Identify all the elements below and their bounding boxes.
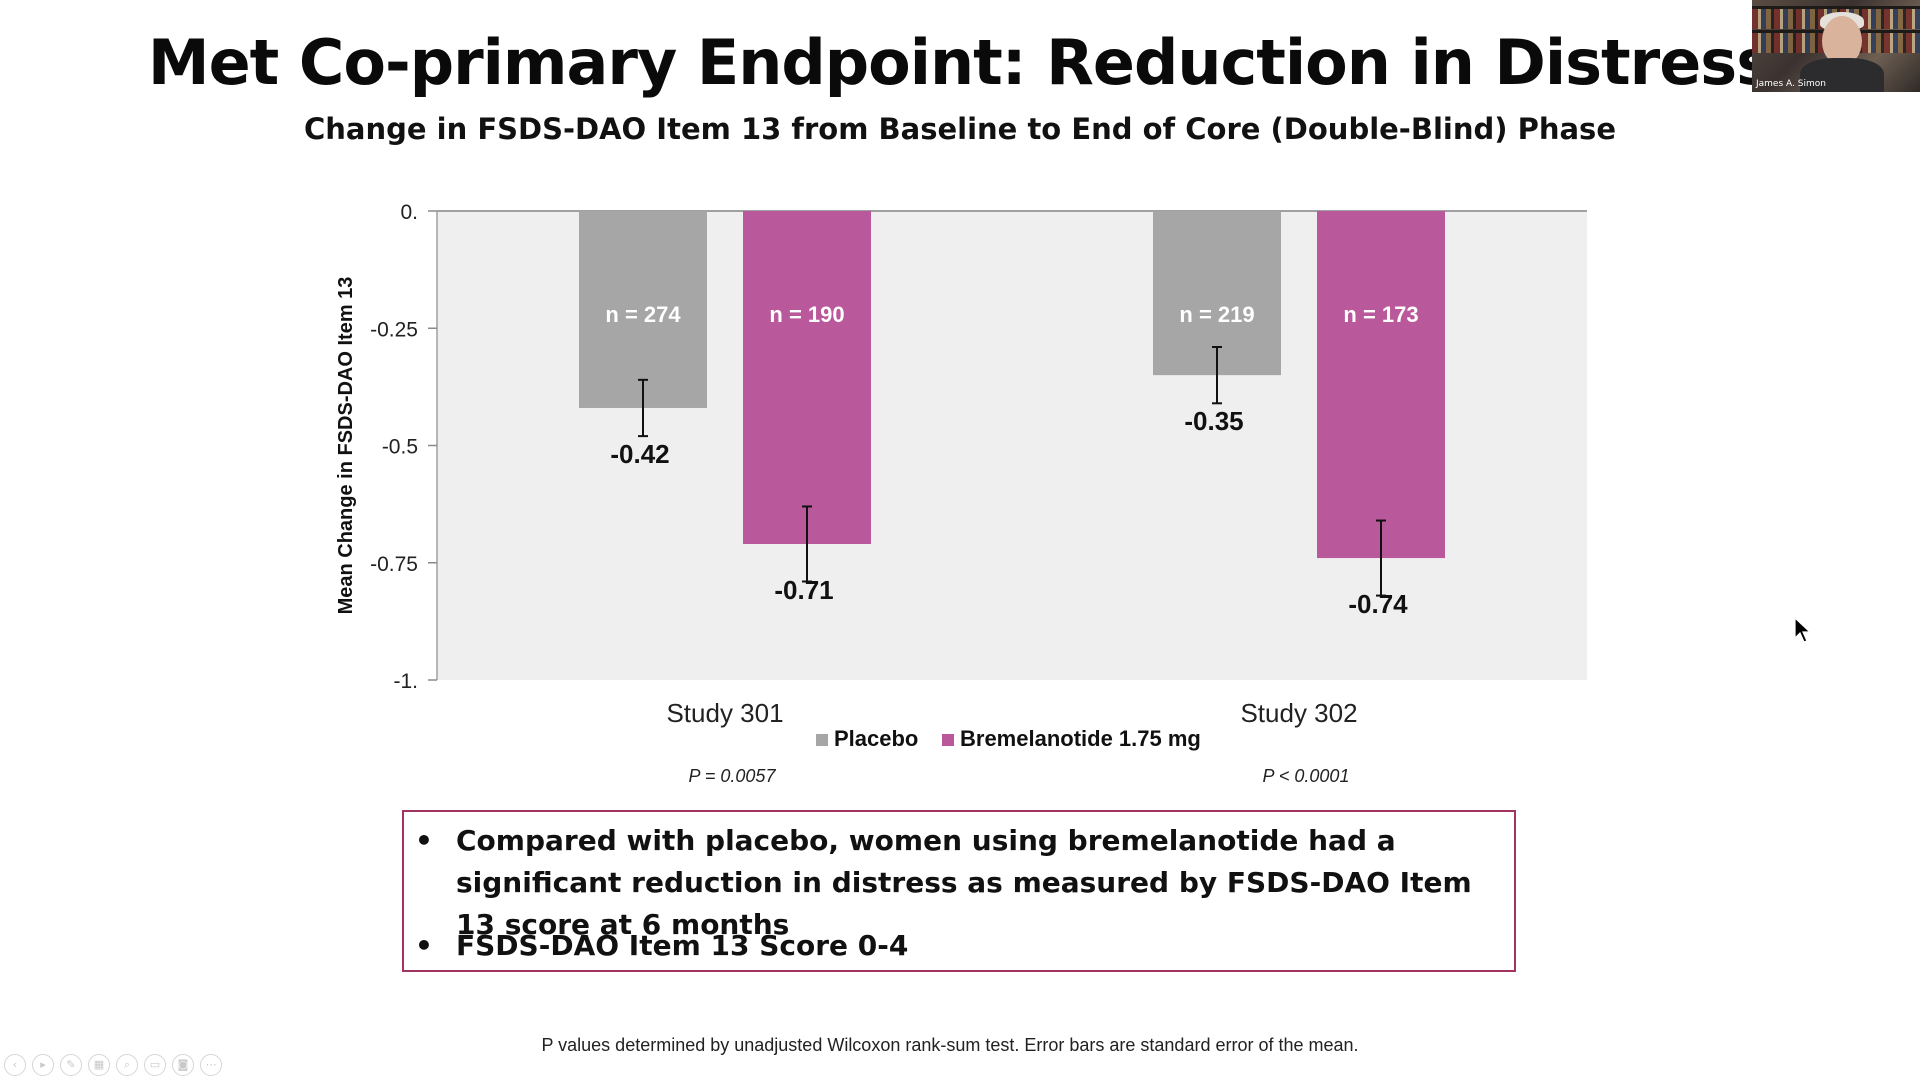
y-axis-title: Mean Change in FSDS-DAO Item 13 [335, 277, 357, 615]
callout-box: • Compared with placebo, women using bre… [402, 810, 1516, 972]
presenter-face [1822, 16, 1862, 66]
p-value-label: P < 0.0001 [1263, 766, 1350, 786]
presentation-toolbar: ‹ ▸ ✎ ▦ ⌕ ▭ ◙ ⋯ [4, 1054, 222, 1076]
slide-title: Met Co-primary Endpoint: Reduction in Di… [147, 26, 1773, 99]
y-tick-label: -1. [393, 670, 418, 693]
bar [1317, 211, 1445, 559]
callout-text: FSDS-DAO Item 13 Score 0-4 [456, 929, 909, 962]
y-tick-label: 0. [400, 201, 418, 224]
bullet-glyph: • [415, 929, 433, 962]
bar [579, 211, 707, 408]
bar-value-label: -0.74 [1348, 589, 1408, 619]
bullet-glyph: • [415, 824, 433, 857]
previous-icon[interactable]: ‹ [4, 1054, 26, 1076]
webcam-name-label: James A. Simon [1756, 79, 1826, 89]
callout-text: Compared with placebo, women using breme… [456, 824, 1472, 941]
zoom-icon[interactable]: ⌕ [116, 1054, 138, 1076]
bar-n-label: n = 219 [1179, 302, 1254, 327]
pen-icon[interactable]: ✎ [60, 1054, 82, 1076]
bar-n-label: n = 173 [1343, 302, 1418, 327]
bar-value-label: -0.35 [1184, 406, 1243, 436]
slide-subtitle: Change in FSDS-DAO Item 13 from Baseline… [304, 112, 1616, 146]
subtitles-icon[interactable]: ▭ [144, 1054, 166, 1076]
footnote: P values determined by unadjusted Wilcox… [541, 1035, 1359, 1055]
bar-value-label: -0.71 [774, 575, 833, 605]
legend-swatch [942, 734, 954, 746]
bar [743, 211, 871, 544]
legend-label: Bremelanotide 1.75 mg [960, 726, 1201, 751]
x-category-label: Study 301 [666, 698, 783, 728]
more-options-icon[interactable]: ⋯ [200, 1054, 222, 1076]
bar-n-label: n = 274 [605, 302, 681, 327]
p-value-label: P = 0.0057 [689, 766, 777, 786]
play-icon[interactable]: ▸ [32, 1054, 54, 1076]
camera-icon[interactable]: ◙ [172, 1054, 194, 1076]
slides-grid-icon[interactable]: ▦ [88, 1054, 110, 1076]
y-tick-label: -0.25 [370, 318, 418, 341]
y-tick-label: -0.5 [382, 436, 418, 459]
legend-swatch [816, 734, 828, 746]
bar-value-label: -0.42 [610, 439, 669, 469]
bar-n-label: n = 190 [769, 302, 844, 327]
mouse-cursor-icon [1794, 617, 1812, 643]
x-category-label: Study 302 [1240, 698, 1357, 728]
y-tick-label: -0.75 [370, 553, 418, 576]
legend-label: Placebo [834, 726, 918, 751]
webcam-thumbnail[interactable]: James A. Simon [1752, 0, 1920, 92]
bar-chart: 0. -0.25 -0.5 -0.75 -1. Mean Change in FSDS-D… [335, 201, 1587, 786]
